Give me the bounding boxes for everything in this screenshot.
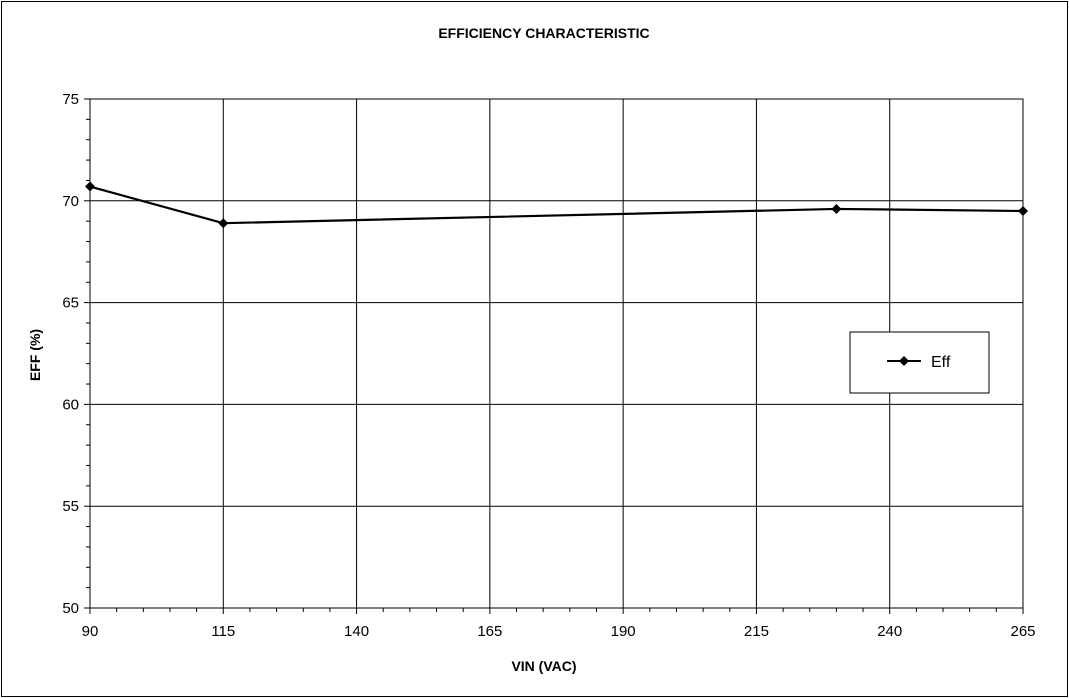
data-point: [218, 218, 229, 229]
legend: Eff: [849, 331, 990, 394]
legend-box: [849, 331, 990, 394]
y-tick-label: 75: [62, 91, 79, 108]
chart-title: EFFICIENCY CHARACTERISTIC: [438, 25, 649, 41]
data-point: [85, 181, 95, 192]
plot-border: [89, 98, 1024, 609]
x-tick-label: 165: [477, 623, 502, 640]
y-axis-title: EFF (%): [27, 329, 43, 381]
x-tick-label: 140: [344, 623, 369, 640]
x-tick-label: 115: [211, 623, 235, 640]
legend-label: Eff: [931, 354, 951, 371]
x-tick-label: 215: [744, 623, 769, 640]
y-tick-label: 65: [62, 295, 79, 312]
series-line-eff: [89, 185, 1024, 225]
x-tick-label: 265: [1010, 623, 1035, 640]
x-axis-title: VIN (VAC): [511, 658, 576, 674]
y-tick-label: 60: [62, 396, 79, 413]
y-tick-label: 70: [62, 193, 79, 210]
x-tick-label: 190: [611, 623, 636, 640]
data-point: [1018, 205, 1028, 216]
x-tick-label: 240: [877, 623, 902, 640]
y-tick-label: 55: [62, 498, 79, 515]
data-point: [831, 203, 842, 214]
x-tick-label: 90: [82, 623, 99, 640]
y-tick-label: 50: [62, 600, 79, 617]
legend-marker: [899, 356, 909, 366]
